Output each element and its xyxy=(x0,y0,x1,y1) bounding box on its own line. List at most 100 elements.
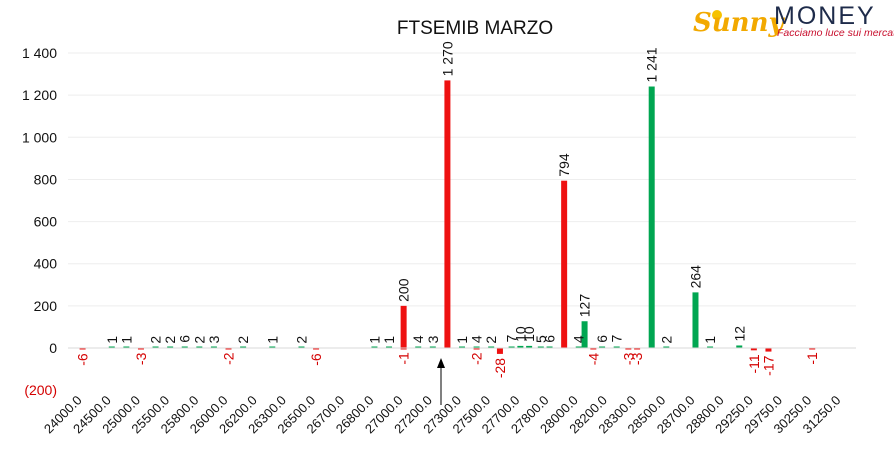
data-label: 3 xyxy=(206,335,222,343)
y-tick-label: 0 xyxy=(49,340,57,356)
bar xyxy=(123,346,130,348)
bar xyxy=(459,346,465,348)
y-tick-label: 800 xyxy=(34,171,58,187)
bars xyxy=(79,80,816,354)
data-label: -3 xyxy=(629,352,645,365)
bar xyxy=(809,348,816,350)
bar xyxy=(575,346,582,348)
data-label: 2 xyxy=(483,336,499,344)
data-label: -1 xyxy=(804,352,820,365)
bar xyxy=(400,348,407,350)
data-label: 5 xyxy=(533,335,549,343)
data-label: 2 xyxy=(235,336,251,344)
sunny-money-logo: Sunny MONEY Facciamo luce sui mercati xyxy=(693,2,894,39)
data-label: -2 xyxy=(469,352,485,365)
current-price-marker xyxy=(437,358,445,405)
data-label: -3 xyxy=(133,352,149,365)
bar xyxy=(313,348,320,350)
bar xyxy=(561,180,568,348)
bar xyxy=(537,346,544,348)
data-label: 1 xyxy=(118,336,134,344)
bar xyxy=(269,346,276,348)
y-tick-label: 1 000 xyxy=(22,129,57,145)
bar xyxy=(613,346,620,348)
bar xyxy=(152,346,159,348)
data-label: 3 xyxy=(425,335,441,343)
y-tick-label: 200 xyxy=(34,298,58,314)
data-label: -2 xyxy=(221,352,237,365)
bar xyxy=(473,348,480,350)
data-label: 127 xyxy=(577,294,593,318)
bar xyxy=(371,346,378,348)
data-label: 1 xyxy=(264,336,280,344)
bar xyxy=(508,346,515,348)
bar xyxy=(167,346,174,348)
bar xyxy=(196,346,203,348)
bar xyxy=(473,346,480,348)
data-label: 2 xyxy=(148,336,164,344)
bar xyxy=(648,86,655,348)
data-label: -11 xyxy=(746,354,762,373)
bar xyxy=(386,346,393,348)
data-label: 12 xyxy=(731,326,747,342)
data-label: 2 xyxy=(658,336,674,344)
data-label: 2 xyxy=(191,336,207,344)
bar xyxy=(298,346,305,348)
gridlines xyxy=(68,52,856,307)
data-label: 1 xyxy=(702,336,718,344)
data-label: 264 xyxy=(687,265,703,289)
bar xyxy=(108,346,115,348)
data-label: -17 xyxy=(760,355,776,375)
y-tick-label: 1 400 xyxy=(22,45,57,61)
bar xyxy=(526,345,533,348)
data-label: 1 xyxy=(366,336,382,344)
data-label: 4 xyxy=(469,335,485,343)
data-label: 1 xyxy=(381,336,397,344)
data-label: 10 xyxy=(521,326,537,342)
y-tick-label: 1 200 xyxy=(22,87,57,103)
bar xyxy=(581,321,588,348)
data-label: -28 xyxy=(492,358,508,378)
data-label: 794 xyxy=(556,153,572,177)
bar xyxy=(707,346,714,348)
bar xyxy=(765,348,772,352)
chart-title: FTSEMIB MARZO xyxy=(397,18,553,39)
arrow-up-icon xyxy=(437,358,445,368)
bar xyxy=(590,348,597,350)
data-label: 1 xyxy=(104,336,120,344)
data-label: 2 xyxy=(162,336,178,344)
bar xyxy=(517,345,524,348)
bar xyxy=(137,348,144,350)
data-label: -3 xyxy=(620,352,636,365)
bar xyxy=(634,348,641,350)
data-label: 1 241 xyxy=(644,47,660,82)
bar xyxy=(240,346,247,348)
sun-icon xyxy=(712,10,722,20)
logo-money-text: MONEY xyxy=(774,2,876,30)
data-label: 10 xyxy=(512,326,528,342)
data-label: 200 xyxy=(396,278,412,302)
bar xyxy=(663,346,670,348)
bar xyxy=(429,346,436,348)
bar xyxy=(546,346,553,348)
data-label: 6 xyxy=(542,335,558,343)
x-axis-ticks: 24000.024500.025000.025500.025800.026000… xyxy=(41,393,844,437)
bar xyxy=(599,346,606,348)
y-axis-ticks: (200) 0 200 400 600 800 1 000 1 200 1 400 xyxy=(22,45,57,398)
bar xyxy=(736,345,743,348)
data-label: 6 xyxy=(177,335,193,343)
bar xyxy=(692,292,699,348)
data-label: 2 xyxy=(293,336,309,344)
bar xyxy=(210,346,217,348)
bar xyxy=(400,305,407,348)
data-label: 4 xyxy=(410,335,426,343)
bar xyxy=(415,346,422,348)
bar xyxy=(625,348,632,350)
data-label: 7 xyxy=(609,335,625,343)
data-label: 6 xyxy=(594,335,610,343)
data-label: 7 xyxy=(504,335,520,343)
bar xyxy=(444,80,451,348)
